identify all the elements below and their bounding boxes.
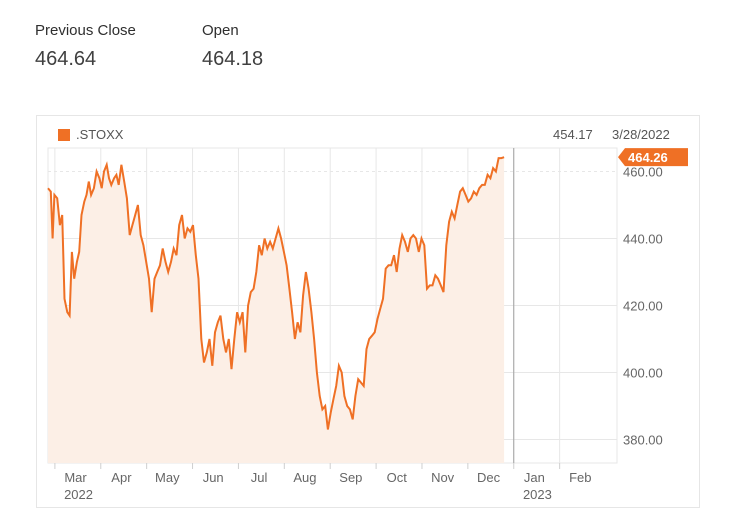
- x-tick-label: Oct: [387, 470, 408, 485]
- x-tick-label: Aug: [293, 470, 316, 485]
- y-tick-label: 380.00: [623, 433, 663, 448]
- x-tick-year-label: 2022: [64, 487, 93, 502]
- x-tick-label: Mar: [64, 470, 87, 485]
- x-tick-label: Feb: [569, 470, 591, 485]
- open-value: 464.18: [202, 48, 264, 70]
- y-tick-label: 440.00: [623, 231, 663, 246]
- previous-close-label: Previous Close: [35, 22, 136, 39]
- price-area-fill: [48, 157, 505, 463]
- x-tick-label: Jul: [251, 470, 268, 485]
- x-tick-label: Jun: [203, 470, 224, 485]
- legend-swatch: [58, 129, 70, 141]
- y-tick-label: 400.00: [623, 366, 663, 381]
- x-tick-label: Jan: [524, 470, 545, 485]
- x-tick-label: May: [155, 470, 180, 485]
- previous-close-stat: Previous Close 464.64: [35, 22, 136, 71]
- y-axis-ticks: 380.00 400.00 420.00 440.00 460.00: [623, 164, 663, 447]
- y-tick-label: 460.00: [623, 164, 663, 179]
- price-line[interactable]: [47, 156, 505, 430]
- last-price-label: 464.26: [628, 150, 668, 165]
- hover-date-readout: 3/28/2022: [612, 127, 670, 142]
- open-stat: Open 464.18: [202, 22, 263, 71]
- open-label: Open: [202, 22, 239, 39]
- legend-symbol-label[interactable]: .STOXX: [76, 127, 124, 142]
- x-tick-label: Apr: [111, 470, 132, 485]
- hover-value-readout: 454.17: [553, 127, 593, 142]
- x-tick-label: Nov: [431, 470, 455, 485]
- y-tick-label: 420.00: [623, 299, 663, 314]
- last-price-tag-bg: [618, 148, 688, 167]
- x-tick-label: Dec: [477, 470, 501, 485]
- x-tick-year-label: 2023: [523, 487, 552, 502]
- last-price-tag: 464.26: [618, 148, 688, 167]
- x-tick-label: Sep: [339, 470, 362, 485]
- x-axis-ticks: Mar 2022 Apr May Jun Jul Aug Sep Oct Nov Dec Jan 202…: [64, 470, 591, 502]
- previous-close-value: 464.64: [35, 48, 97, 70]
